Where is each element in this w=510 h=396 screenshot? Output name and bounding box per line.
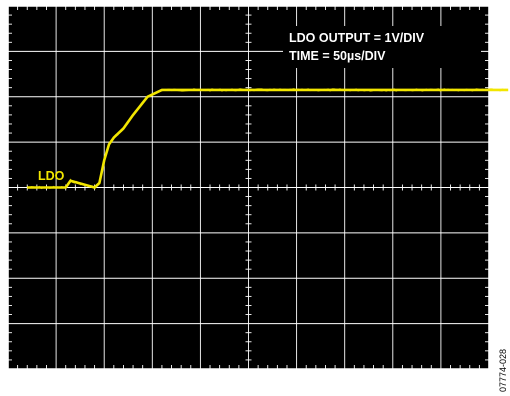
- annotation-box: [283, 26, 481, 68]
- annotation-line-1: LDO OUTPUT = 1V/DIV: [289, 31, 425, 45]
- trace-label-ldo: LDO: [38, 169, 65, 183]
- annotation-line-2: TIME = 50µs/DIV: [289, 49, 386, 63]
- figure-id: 07774-028: [498, 349, 508, 392]
- ldo-trace-noise: [27, 88, 507, 190]
